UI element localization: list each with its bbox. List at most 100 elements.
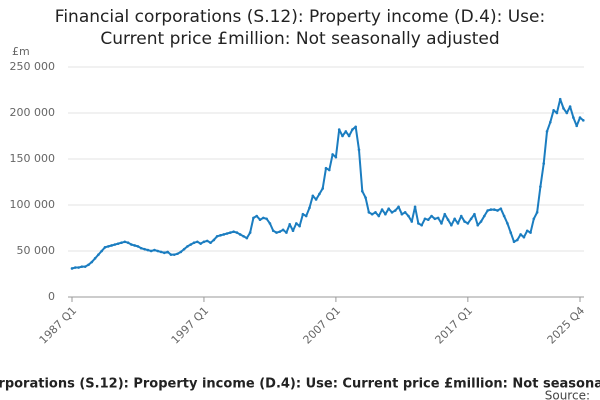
data-point [535, 211, 539, 214]
data-point [189, 243, 193, 246]
data-point [565, 111, 569, 115]
data-point [245, 236, 249, 240]
data-point [525, 229, 529, 233]
data-point [97, 253, 100, 256]
data-point [288, 223, 292, 226]
data-point [196, 240, 199, 244]
data-point [479, 220, 483, 223]
data-point [539, 185, 542, 188]
data-point [73, 266, 77, 269]
data-point [192, 241, 196, 245]
data-point [522, 235, 526, 239]
footer-title: Financial corporations (S.12): Property … [0, 377, 600, 392]
data-point [149, 249, 153, 253]
y-unit: £m [12, 45, 30, 58]
data-point [143, 247, 146, 251]
data-point [133, 244, 136, 247]
data-point [291, 229, 295, 233]
data-point [562, 107, 565, 110]
data-point [473, 212, 476, 216]
data-point [486, 209, 489, 212]
data-point [199, 242, 202, 245]
data-point [179, 250, 183, 254]
data-point [324, 166, 328, 170]
x-tick-label: 2007 Q1 [301, 304, 344, 347]
x-tick-label: 2025 Q4 [545, 304, 588, 347]
data-point [295, 222, 298, 225]
x-tick-label: 2017 Q1 [433, 304, 476, 347]
data-point [331, 153, 334, 156]
data-point [529, 231, 532, 234]
data-point [327, 168, 331, 172]
data-point [311, 194, 315, 198]
data-point [83, 265, 87, 268]
data-point [275, 231, 278, 234]
data-point [390, 211, 394, 214]
data-point [212, 238, 216, 242]
chart-title: Financial corporations (S.12): Property … [54, 7, 546, 49]
data-point [123, 240, 127, 244]
data-point [430, 214, 433, 218]
data-point [278, 230, 282, 233]
data-point [426, 218, 430, 222]
data-point [252, 216, 255, 220]
data-point [222, 233, 226, 236]
data-point [512, 240, 516, 244]
data-point [80, 265, 84, 268]
x-tick-label: 1987 Q1 [37, 304, 80, 347]
data-point [360, 189, 364, 193]
data-point [271, 229, 275, 233]
data-point [568, 105, 572, 108]
data-point [229, 231, 232, 234]
data-point [545, 130, 549, 133]
data-point [235, 231, 239, 234]
data-point [519, 233, 522, 236]
data-point [443, 212, 447, 216]
data-point [581, 119, 585, 122]
data-point [103, 246, 107, 249]
data-point [268, 222, 272, 225]
y-tick-label: 100 000 [10, 198, 56, 211]
data-point [93, 257, 97, 260]
data-point [440, 222, 443, 225]
data-point [413, 205, 417, 209]
data-point [436, 216, 440, 220]
data-point [186, 245, 189, 248]
data-point [238, 233, 242, 236]
data-point [314, 198, 318, 201]
data-point [153, 248, 156, 252]
data-point [159, 250, 163, 254]
data-point [357, 148, 361, 152]
data-point [354, 125, 357, 129]
data-point [90, 260, 94, 264]
data-point [502, 214, 506, 218]
y-tick-label: 150 000 [10, 152, 56, 165]
data-point [469, 217, 473, 221]
data-point [456, 222, 460, 225]
data-point [433, 217, 437, 221]
data-point [318, 192, 321, 196]
data-point [308, 206, 311, 210]
data-point [393, 209, 397, 212]
data-point [163, 251, 166, 255]
source-label: Source: [545, 389, 590, 400]
data-point [321, 187, 325, 190]
data-point [407, 214, 410, 218]
data-point [509, 231, 513, 234]
data-point [255, 214, 259, 218]
data-point [558, 97, 562, 101]
y-tick-label: 0 [48, 290, 55, 303]
data-point [120, 241, 123, 245]
data-point [374, 211, 377, 214]
data-point [205, 239, 209, 243]
data-point [232, 230, 235, 233]
data-point [265, 217, 268, 221]
data-point [341, 134, 344, 138]
data-point [258, 218, 262, 222]
data-point [215, 234, 219, 238]
data-point [301, 212, 305, 216]
data-point [377, 214, 381, 218]
data-point [334, 155, 338, 159]
